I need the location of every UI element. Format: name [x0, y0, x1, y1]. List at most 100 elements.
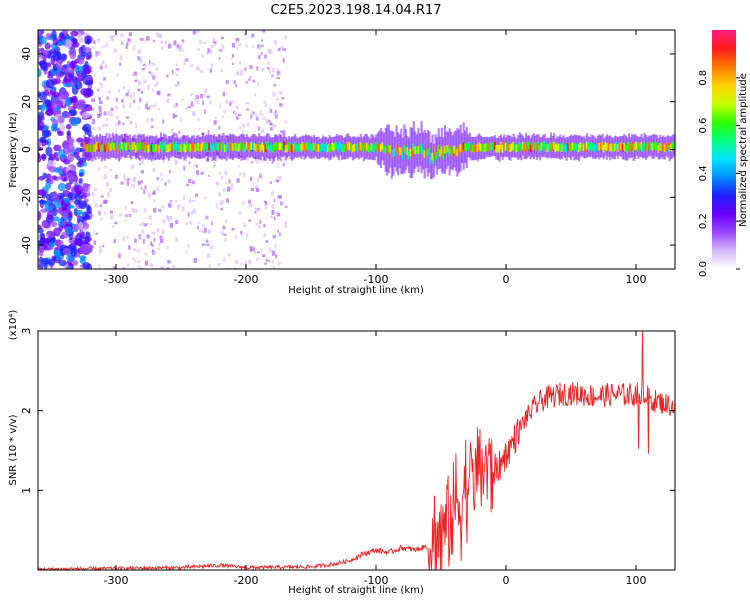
spectrogram-cell [125, 214, 128, 217]
spectrogram-cell [116, 115, 119, 120]
spectrogram-cell [152, 167, 156, 172]
spectrogram-cell [158, 242, 161, 247]
spectrogram-cell [80, 256, 86, 262]
spectrogram-cell [401, 152, 404, 160]
spectrogram-cell [149, 104, 153, 109]
spectrogram-cell [40, 257, 50, 266]
spectrogram-cell [119, 213, 122, 217]
spectrogram-cell [534, 142, 537, 150]
spectrogram-cell [556, 143, 559, 151]
spectrogram-cell [261, 113, 264, 117]
spectrogram-cell [273, 216, 276, 221]
spectrogram-cell [635, 141, 638, 150]
spectrogram-cell [153, 207, 157, 213]
snr-x-tick-label: 0 [503, 574, 510, 587]
spectrogram-cell [136, 142, 139, 151]
spectrogram-cell [53, 144, 62, 152]
spectrogram-cell [194, 97, 196, 102]
spectrogram-cell [124, 219, 127, 223]
spectrogram-cell [238, 126, 242, 129]
spectrogram-cell [138, 81, 142, 86]
spectrogram-cell [220, 207, 223, 211]
spectrogram-cell [162, 229, 165, 235]
spectrogram-cell [185, 250, 188, 254]
spectrogram-cell [252, 45, 255, 48]
spectrogram-cell [465, 143, 468, 152]
spectrogram-cell [218, 49, 223, 52]
spectrogram-cell [100, 218, 103, 221]
spectrogram-cell [83, 88, 92, 97]
spectrogram-cell [195, 193, 199, 197]
spectrogram-cell [264, 201, 268, 206]
spectrogram-cell [102, 244, 105, 248]
spectrogram-cell [248, 199, 251, 204]
spectrogram-cell [113, 239, 117, 244]
spectrogram-cell [281, 97, 285, 100]
spectrogram-cell [40, 237, 50, 248]
spectrogram-cell [99, 82, 102, 85]
spectrogram-cell [257, 44, 260, 49]
spectrogram-cell [147, 144, 150, 153]
spectrogram-cell [271, 160, 274, 164]
spectrogram-cell [219, 202, 222, 206]
snr-x-label: Height of straight line (km) [288, 585, 424, 596]
spectrogram-cell [190, 101, 194, 106]
spectrogram-cell [66, 143, 75, 153]
spectrogram-cell [46, 230, 55, 239]
spectrogram-cell [150, 241, 153, 247]
spectrogram-cell [308, 142, 311, 151]
spectrogram-cell [74, 238, 82, 246]
spectrogram-cell [152, 75, 156, 80]
spectrogram-cell [194, 144, 197, 153]
spectrogram-cell [44, 42, 51, 50]
spectrogram-cell [362, 144, 365, 153]
spectrogram-cell [482, 144, 486, 152]
spectrogram-cell [101, 60, 105, 65]
spectrogram-cell [70, 30, 79, 37]
spectrogram-cell [103, 144, 106, 153]
spectrogram-cell [270, 144, 273, 152]
spectrogram-cell [183, 62, 187, 66]
spectrogram-cell [133, 176, 137, 182]
spectrogram-cell [670, 143, 673, 152]
spectrogram-cell [384, 146, 387, 154]
spectrogram-cell [166, 98, 170, 103]
spectrogram-cell [161, 266, 164, 269]
spectrogram-cell [114, 221, 118, 225]
spectrogram-cell [74, 234, 80, 239]
spectrogram-cell [38, 263, 44, 269]
spectrogram-cell [196, 170, 199, 175]
spectrogram-cell [52, 91, 61, 98]
spectrogram-cell [125, 116, 130, 119]
spectrogram-cell [269, 49, 273, 55]
spectrogram-cell [162, 219, 166, 224]
spectrogram-cell [38, 30, 43, 38]
spectrogram-cell [221, 44, 225, 50]
spectrogram-cell [231, 62, 234, 65]
spectrogram-cell [271, 67, 275, 73]
spectrogram-cell [196, 225, 199, 230]
spectrogram-cell [276, 97, 279, 101]
spectrogram-cell [52, 216, 60, 222]
spectrogram-cell [172, 141, 175, 150]
spectrogram-cell [565, 145, 568, 153]
spectrogram-cell [475, 144, 478, 152]
spectrogram-cell [118, 88, 121, 94]
spectrogram-cell [181, 98, 184, 101]
snr-x-tick-label: -100 [364, 574, 389, 587]
spectrogram-cell [38, 154, 42, 163]
spectrogram-cell [105, 42, 108, 47]
spectrogram-cell [602, 145, 606, 153]
spectrogram-cell [306, 141, 309, 150]
spectrogram-cell [156, 228, 160, 233]
spectrogram-cell [436, 151, 439, 160]
spectrogram-cell [143, 79, 147, 84]
spectrogram-cell [260, 248, 263, 253]
spectrogram-cell [139, 59, 143, 64]
spectrogram-cell [255, 116, 259, 121]
spectrogram-cell [155, 143, 158, 152]
spectrogram-cell [146, 100, 149, 106]
spectrogram-cell [261, 142, 264, 151]
spectrogram-cell [584, 144, 587, 153]
spectrogram-cell [251, 33, 255, 38]
